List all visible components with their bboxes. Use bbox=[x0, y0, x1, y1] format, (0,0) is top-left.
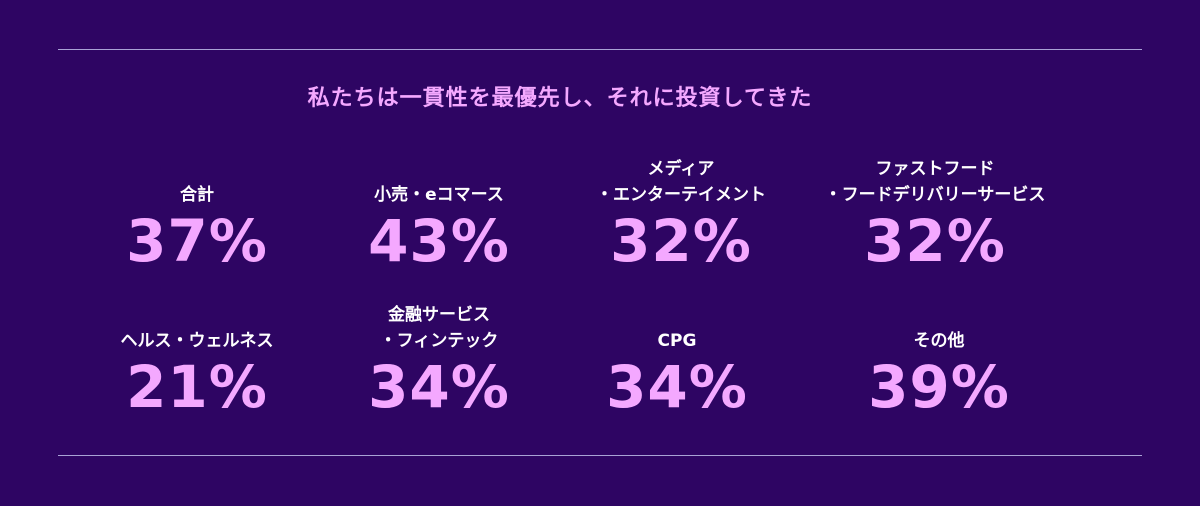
stat-value: 37% bbox=[126, 207, 268, 275]
stat-label-line: ・エンターテイメント bbox=[596, 185, 766, 205]
stat-value: 21% bbox=[126, 353, 268, 421]
stat-label-line: ・フードデリバリーサービス bbox=[824, 185, 1046, 205]
stat-value: 32% bbox=[610, 207, 752, 275]
stat-label-line: ヘルス・ウェルネス bbox=[120, 331, 274, 351]
stat-value: 34% bbox=[606, 353, 748, 421]
stat-label: その他 bbox=[809, 302, 1069, 354]
stat-cpg: CPG 34% bbox=[547, 302, 807, 420]
stat-other: その他 39% bbox=[809, 302, 1069, 420]
stat-label: 合計 bbox=[67, 156, 327, 208]
stat-label: CPG bbox=[547, 302, 807, 354]
stat-value: 34% bbox=[368, 353, 510, 421]
stat-total: 合計 37% bbox=[67, 156, 327, 274]
stat-fastfood-delivery: ファストフード ・フードデリバリーサービス 32% bbox=[805, 156, 1065, 274]
stat-label-line: ファストフード bbox=[875, 159, 995, 179]
stat-label: 金融サービス ・フィンテック bbox=[309, 302, 569, 354]
stat-label: 小売・eコマース bbox=[309, 156, 569, 208]
stat-value: 32% bbox=[864, 207, 1006, 275]
stat-label: メディア ・エンターテイメント bbox=[551, 156, 811, 208]
stat-value: 43% bbox=[368, 207, 510, 275]
stat-health-wellness: ヘルス・ウェルネス 21% bbox=[67, 302, 327, 420]
stat-retail-ecommerce: 小売・eコマース 43% bbox=[309, 156, 569, 274]
stat-label-line: 小売・eコマース bbox=[374, 185, 504, 205]
stat-value: 39% bbox=[868, 353, 1010, 421]
stat-label: ファストフード ・フードデリバリーサービス bbox=[805, 156, 1065, 208]
stat-label-line: CPG bbox=[657, 331, 697, 351]
stat-media-entertainment: メディア ・エンターテイメント 32% bbox=[551, 156, 811, 274]
stat-label-line: メディア bbox=[647, 159, 715, 179]
stat-label: ヘルス・ウェルネス bbox=[67, 302, 327, 354]
bottom-divider bbox=[58, 455, 1142, 456]
stat-label-line: 合計 bbox=[180, 185, 214, 205]
stat-finance-fintech: 金融サービス ・フィンテック 34% bbox=[309, 302, 569, 420]
stat-label-line: 金融サービス bbox=[388, 305, 490, 325]
stat-label-line: その他 bbox=[913, 331, 965, 351]
headline: 私たちは一貫性を最優先し、それに投資してきた bbox=[307, 86, 813, 111]
stat-label-line: ・フィンテック bbox=[379, 331, 499, 351]
top-divider bbox=[58, 49, 1142, 50]
